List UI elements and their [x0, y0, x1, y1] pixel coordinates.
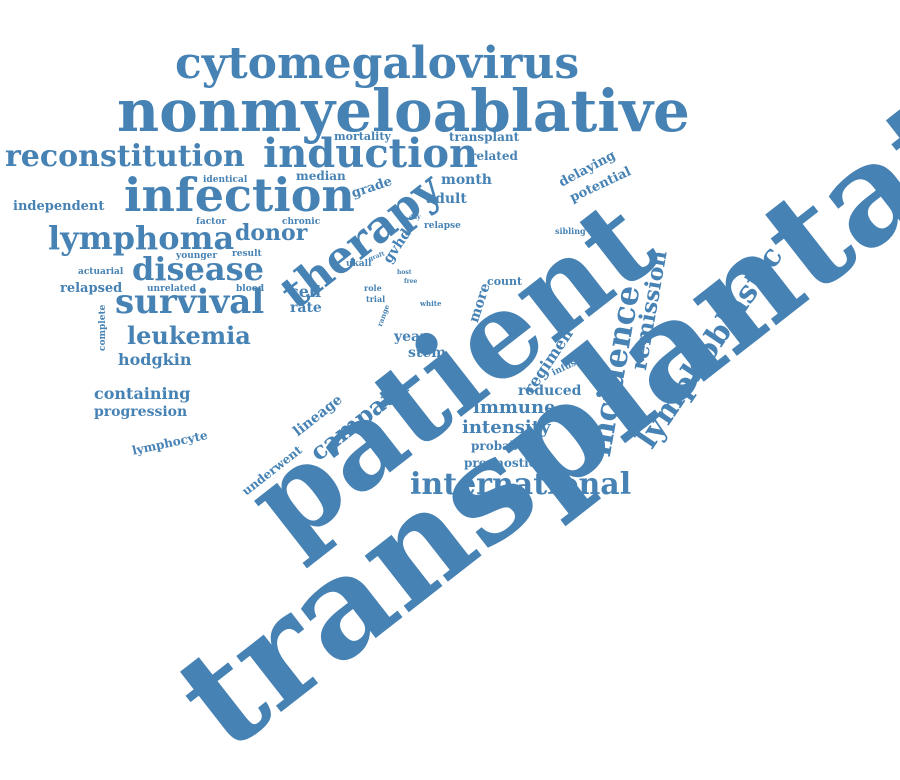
word-lymphoma: lymphoma	[48, 219, 235, 257]
word-result: result	[232, 249, 262, 259]
word-reduced: reduced	[518, 383, 582, 399]
word-disease: disease	[132, 250, 265, 288]
word-stem: stem	[408, 345, 447, 361]
word-progression: progression	[94, 404, 188, 420]
word-host: host	[397, 269, 412, 276]
word-identical: identical	[203, 175, 248, 185]
word-related: related	[470, 149, 518, 163]
word-immune: immune	[473, 397, 556, 418]
word-adult: adult	[426, 191, 467, 207]
word-independent: independent	[13, 199, 105, 214]
word-containing: containing	[94, 384, 191, 403]
word-month: month	[441, 172, 492, 188]
word-transplant: transplant	[449, 130, 520, 144]
word-hodgkin: hodgkin	[118, 350, 192, 369]
word-reconstitution: reconstitution	[5, 139, 245, 174]
word-free: free	[404, 278, 418, 285]
word-sibling: sibling	[555, 226, 586, 236]
word-nonmyeloablative: nonmyeloablative	[117, 77, 690, 145]
word-donor: donor	[235, 220, 308, 246]
word-cloud: transplantation patient nonmyeloablative…	[5, 0, 900, 780]
word-day: day	[409, 214, 421, 221]
word-leukemia: leukemia	[127, 321, 251, 350]
word-ukall: ukall	[346, 259, 372, 269]
word-intensity: intensity	[462, 417, 551, 438]
word-actuarial: actuarial	[78, 267, 124, 277]
word-probability: probability	[471, 439, 545, 453]
word-survival: survival	[115, 282, 265, 322]
word-mortality: mortality	[334, 130, 391, 143]
word-cell: cell	[289, 282, 322, 301]
word-role: role	[364, 283, 382, 293]
word-rate: rate	[290, 300, 322, 316]
word-younger: younger	[176, 251, 218, 261]
word-factor: factor	[196, 217, 227, 227]
word-count: count	[487, 275, 523, 288]
word-blood: blood	[236, 284, 265, 294]
word-infection: infection	[124, 168, 355, 222]
word-white: white	[420, 299, 442, 308]
word-international: international	[410, 467, 632, 502]
word-trial: trial	[366, 294, 386, 304]
word-chronic: chronic	[282, 217, 321, 227]
word-induction: induction	[263, 130, 479, 177]
word-median: median	[296, 169, 346, 183]
word-unrelated: unrelated	[147, 284, 196, 294]
word-prognostic: prognostic	[464, 456, 536, 470]
word-relapse: relapse	[424, 221, 461, 231]
word-lymphocyte: lymphocyte	[130, 428, 209, 458]
word-cytomegalovirus: cytomegalovirus	[175, 38, 580, 89]
word-range: range	[375, 303, 392, 328]
word-complete: complete	[98, 304, 108, 351]
word-year: year	[394, 329, 428, 345]
word-relapsed: relapsed	[60, 281, 123, 296]
